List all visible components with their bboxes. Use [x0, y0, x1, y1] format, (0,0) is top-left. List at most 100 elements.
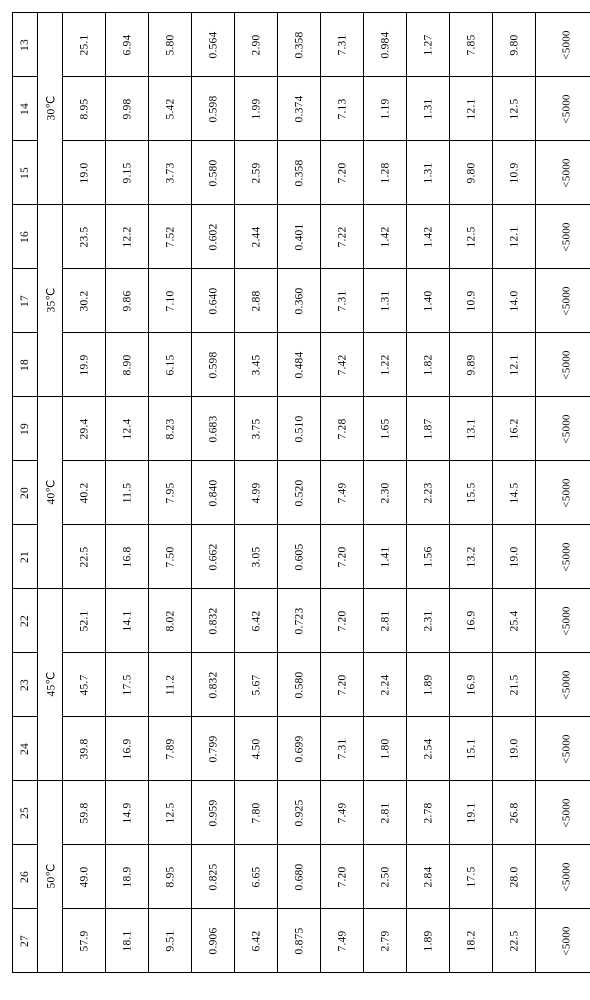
temperature-label: 30℃	[38, 13, 63, 205]
value-cell: 10.9	[450, 269, 493, 333]
value-cell: 1.40	[407, 269, 450, 333]
row-index: 18	[13, 333, 38, 397]
value-cell: <5000	[536, 333, 590, 397]
value-cell: 2.84	[407, 845, 450, 909]
value-cell: 0.832	[192, 589, 235, 653]
value-cell: 7.50	[149, 525, 192, 589]
value-cell: 0.959	[192, 781, 235, 845]
value-cell: 1.19	[364, 77, 407, 141]
value-cell: 7.20	[321, 845, 364, 909]
value-cell: 0.723	[278, 589, 321, 653]
value-cell: 22.5	[493, 909, 536, 973]
value-cell: 9.89	[450, 333, 493, 397]
value-cell: <5000	[536, 269, 590, 333]
value-cell: 2.50	[364, 845, 407, 909]
value-cell: 1.80	[364, 717, 407, 781]
value-cell: 0.984	[364, 13, 407, 77]
value-cell: 9.86	[106, 269, 149, 333]
value-cell: 7.49	[321, 781, 364, 845]
value-cell: 7.95	[149, 461, 192, 525]
value-cell: 7.22	[321, 205, 364, 269]
value-cell: 0.564	[192, 13, 235, 77]
value-cell: 9.51	[149, 909, 192, 973]
value-cell: 2.54	[407, 717, 450, 781]
value-cell: 28.0	[493, 845, 536, 909]
value-cell: <5000	[536, 397, 590, 461]
value-cell: <5000	[536, 717, 590, 781]
value-cell: 1.82	[407, 333, 450, 397]
value-cell: 3.75	[235, 397, 278, 461]
value-cell: 2.79	[364, 909, 407, 973]
value-cell: 7.20	[321, 653, 364, 717]
table-row: 1730.29.867.100.6402.880.3607.311.311.40…	[13, 269, 590, 333]
value-cell: 9.80	[450, 141, 493, 205]
value-cell: 3.73	[149, 141, 192, 205]
value-cell: 7.10	[149, 269, 192, 333]
value-cell: 25.4	[493, 589, 536, 653]
table-row: 2345.717.511.20.8325.670.5807.202.241.89…	[13, 653, 590, 717]
row-index: 27	[13, 909, 38, 973]
table-row: 2122.516.87.500.6623.050.6057.201.411.56…	[13, 525, 590, 589]
value-cell: 16.8	[106, 525, 149, 589]
table-row: 1519.09.153.730.5802.590.3587.201.281.31…	[13, 141, 590, 205]
value-cell: 12.1	[450, 77, 493, 141]
value-cell: 14.5	[493, 461, 536, 525]
table-row: 2040.211.57.950.8404.990.5207.492.302.23…	[13, 461, 590, 525]
value-cell: 0.699	[278, 717, 321, 781]
value-cell: 1.41	[364, 525, 407, 589]
value-cell: 0.832	[192, 653, 235, 717]
value-cell: 7.28	[321, 397, 364, 461]
value-cell: 1.56	[407, 525, 450, 589]
value-cell: 0.520	[278, 461, 321, 525]
value-cell: 0.598	[192, 333, 235, 397]
value-cell: 1.28	[364, 141, 407, 205]
table-row: 2757.918.19.510.9066.420.8757.492.791.89…	[13, 909, 590, 973]
value-cell: 8.95	[149, 845, 192, 909]
value-cell: 0.358	[278, 13, 321, 77]
value-cell: 13.2	[450, 525, 493, 589]
value-cell: <5000	[536, 909, 590, 973]
value-cell: 39.8	[63, 717, 106, 781]
value-cell: 7.13	[321, 77, 364, 141]
value-cell: 6.94	[106, 13, 149, 77]
value-cell: 11.5	[106, 461, 149, 525]
value-cell: 7.49	[321, 461, 364, 525]
value-cell: 25.1	[63, 13, 106, 77]
value-cell: 5.80	[149, 13, 192, 77]
value-cell: 0.875	[278, 909, 321, 973]
value-cell: 52.1	[63, 589, 106, 653]
value-cell: 1.27	[407, 13, 450, 77]
value-cell: 16.9	[106, 717, 149, 781]
value-cell: 3.45	[235, 333, 278, 397]
value-cell: 0.598	[192, 77, 235, 141]
value-cell: 12.4	[106, 397, 149, 461]
value-cell: 2.30	[364, 461, 407, 525]
value-cell: 1.42	[364, 205, 407, 269]
value-cell: 22.5	[63, 525, 106, 589]
value-cell: 16.9	[450, 589, 493, 653]
temperature-label: 50℃	[38, 781, 63, 973]
value-cell: 7.20	[321, 589, 364, 653]
value-cell: 0.799	[192, 717, 235, 781]
value-cell: 0.925	[278, 781, 321, 845]
value-cell: 15.5	[450, 461, 493, 525]
table-row: 1330℃25.16.945.800.5642.900.3587.310.984…	[13, 13, 590, 77]
value-cell: <5000	[536, 845, 590, 909]
value-cell: 19.0	[493, 525, 536, 589]
value-cell: 18.9	[106, 845, 149, 909]
value-cell: 0.602	[192, 205, 235, 269]
value-cell: 4.50	[235, 717, 278, 781]
value-cell: 19.9	[63, 333, 106, 397]
value-cell: <5000	[536, 13, 590, 77]
value-cell: 7.80	[235, 781, 278, 845]
value-cell: 0.640	[192, 269, 235, 333]
value-cell: 26.8	[493, 781, 536, 845]
value-cell: 29.4	[63, 397, 106, 461]
row-index: 14	[13, 77, 38, 141]
value-cell: 0.484	[278, 333, 321, 397]
value-cell: <5000	[536, 461, 590, 525]
value-cell: 7.31	[321, 269, 364, 333]
value-cell: 12.1	[493, 333, 536, 397]
value-cell: 12.5	[493, 77, 536, 141]
value-cell: 5.67	[235, 653, 278, 717]
